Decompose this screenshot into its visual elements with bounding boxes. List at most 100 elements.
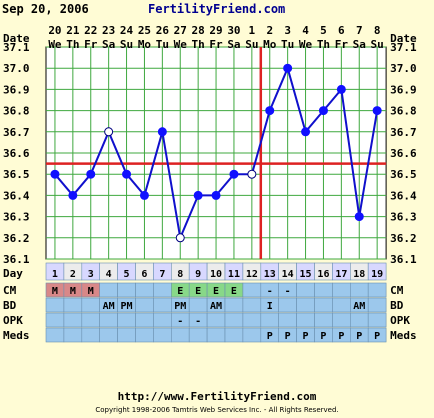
bd-cell xyxy=(81,297,101,313)
x-date-label: 22 xyxy=(84,24,97,37)
opk-cell xyxy=(81,312,101,328)
temperature-point xyxy=(157,127,167,137)
y-tick-label-left: 36.7 xyxy=(3,126,30,139)
y-tick-label-left: 36.1 xyxy=(3,253,30,266)
meds-cell xyxy=(188,327,208,343)
meds-row-label: Meds xyxy=(3,329,30,342)
x-date-label: 26 xyxy=(156,24,170,37)
opk-cell xyxy=(296,312,315,328)
x-date-label: 7 xyxy=(356,24,363,37)
y-tick-label-right: 36.6 xyxy=(390,147,417,160)
footer-url[interactable]: http://www.FertilityFriend.com xyxy=(117,390,317,403)
temperature-point xyxy=(318,106,328,116)
cm-cell-text: E xyxy=(195,286,201,297)
y-tick-label-left: 37.0 xyxy=(3,62,30,75)
cm-cell xyxy=(349,282,369,298)
cm-cell-text: - xyxy=(267,286,273,297)
y-tick-label-left: 37.1 xyxy=(3,41,30,54)
y-tick-label-left: 36.9 xyxy=(3,83,30,96)
meds-cell xyxy=(45,327,65,343)
bd-cell-text: AM xyxy=(103,301,115,312)
meds-cell xyxy=(63,327,83,343)
opk-cell xyxy=(206,312,226,328)
x-date-label: 30 xyxy=(227,24,240,37)
x-weekday-label: We xyxy=(299,38,313,51)
y-tick-label-left: 36.2 xyxy=(3,232,30,245)
bbt-chart: 36.1 36.1 36.2 36.2 36.3 36.3 36.4 36.4 36.5 36.5… xyxy=(3,24,417,343)
opk-cell xyxy=(135,312,154,328)
x-weekday-label: Th xyxy=(66,38,79,51)
temperature-point xyxy=(265,106,275,116)
temperature-point xyxy=(50,169,60,179)
x-date-label: 20 xyxy=(48,24,61,37)
y-tick-label-left: 36.3 xyxy=(3,211,30,224)
meds-cell xyxy=(153,327,172,343)
day-cell-text: 2 xyxy=(70,269,76,280)
chart-date: Sep 20, 2006 xyxy=(2,2,89,16)
y-tick-label-right: 36.9 xyxy=(390,83,417,96)
x-weekday-label: Sa xyxy=(227,38,240,51)
bd-row-label-right: BD xyxy=(390,299,404,312)
day-cell-text: 16 xyxy=(317,269,329,280)
x-weekday-label: Mo xyxy=(138,38,152,51)
opk-cell-text: - xyxy=(195,316,201,327)
meds-cell-text: P xyxy=(320,331,326,342)
x-weekday-label: Fr xyxy=(335,38,349,51)
y-tick-label-left: 36.4 xyxy=(3,189,30,202)
x-date-label: 21 xyxy=(66,24,80,37)
x-weekday-label: Tu xyxy=(156,38,169,51)
x-date-label: 24 xyxy=(120,24,134,37)
meds-cell-text: P xyxy=(285,331,291,342)
x-date-label: 5 xyxy=(320,24,327,37)
temperature-point xyxy=(211,190,221,200)
day-cell-text: 8 xyxy=(177,269,183,280)
day-cell-text: 6 xyxy=(141,269,147,280)
day-cell-text: 4 xyxy=(106,269,112,280)
day-cell-text: 5 xyxy=(124,269,130,280)
x-date-label: 8 xyxy=(374,24,381,37)
y-tick-label-right: 36.7 xyxy=(390,126,417,139)
bd-cell xyxy=(45,297,65,313)
x-date-label: 29 xyxy=(209,24,222,37)
meds-cell xyxy=(242,327,262,343)
cm-cell xyxy=(367,282,387,298)
x-weekday-label: Mo xyxy=(263,38,277,51)
y-tick-label-right: 37.1 xyxy=(390,41,417,54)
x-date-label: 1 xyxy=(249,24,256,37)
bd-cell-text: AM xyxy=(210,301,222,312)
opk-cell xyxy=(367,312,387,328)
bd-row-label: BD xyxy=(3,299,17,312)
opk-cell xyxy=(45,312,65,328)
cm-cell xyxy=(99,282,118,298)
day-cell-text: 13 xyxy=(264,269,276,280)
temperature-point xyxy=(86,169,96,179)
day-cell-text: 3 xyxy=(88,269,94,280)
x-weekday-label: Sa xyxy=(102,38,115,51)
x-weekday-label: Su xyxy=(245,38,258,51)
day-cell-text: 15 xyxy=(300,269,312,280)
cm-cell xyxy=(135,282,154,298)
day-cell-text: 10 xyxy=(210,269,222,280)
x-weekday-label: Tu xyxy=(281,38,294,51)
meds-cell xyxy=(117,327,136,343)
day-cell-text: 14 xyxy=(282,269,294,280)
meds-cell-text: P xyxy=(356,331,362,342)
opk-cell xyxy=(224,312,244,328)
day-cell xyxy=(367,262,387,281)
x-weekday-label: Su xyxy=(371,38,384,51)
meds-cell xyxy=(206,327,226,343)
day-cell-text: 11 xyxy=(228,269,240,280)
opk-cell-text: - xyxy=(177,316,183,327)
cm-cell-text: E xyxy=(177,286,183,297)
bd-cell xyxy=(153,297,172,313)
footer-copyright: Copyright 1998-2006 Tamtris Web Services… xyxy=(95,406,339,414)
cm-cell xyxy=(242,282,262,298)
meds-row-label-right: Meds xyxy=(390,329,417,342)
meds-cell xyxy=(367,327,387,343)
day-row-label: Day xyxy=(3,267,23,280)
cm-cell-text: E xyxy=(231,286,237,297)
bd-cell xyxy=(188,297,208,313)
x-date-label: 6 xyxy=(338,24,345,37)
temperature-point xyxy=(122,169,132,179)
temperature-point xyxy=(193,190,203,200)
